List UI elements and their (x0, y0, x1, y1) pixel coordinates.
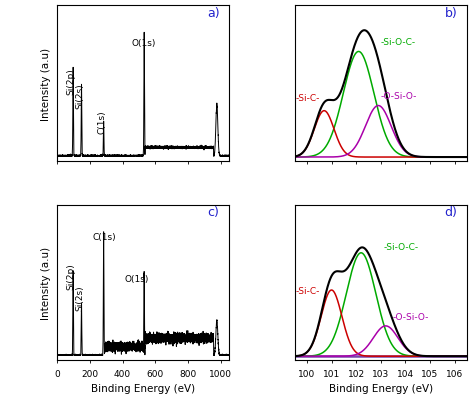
Text: -Si-C-: -Si-C- (296, 286, 320, 295)
Text: Si(2p): Si(2p) (66, 263, 75, 290)
Text: -Si-C-: -Si-C- (296, 94, 320, 103)
Text: a): a) (207, 7, 219, 20)
X-axis label: Binding Energy (eV): Binding Energy (eV) (91, 383, 195, 393)
Text: -Si-O-C-: -Si-O-C- (383, 242, 419, 251)
Text: Si(2s): Si(2s) (76, 84, 85, 109)
Y-axis label: Intensity (a.u): Intensity (a.u) (41, 47, 51, 120)
Text: O(1s): O(1s) (131, 38, 156, 47)
Text: -Si-O-C-: -Si-O-C- (381, 38, 416, 47)
Text: b): b) (445, 7, 457, 20)
Text: -O-Si-O-: -O-Si-O- (393, 312, 429, 321)
Text: c): c) (207, 206, 219, 219)
X-axis label: Binding Energy (eV): Binding Energy (eV) (328, 383, 433, 393)
Y-axis label: Intensity (a.u): Intensity (a.u) (41, 246, 51, 319)
Text: C(1s): C(1s) (93, 232, 117, 241)
Text: Si(2p): Si(2p) (66, 68, 75, 94)
Text: Si(2s): Si(2s) (76, 285, 85, 311)
Text: -O-Si-O-: -O-Si-O- (381, 92, 417, 100)
Text: d): d) (445, 206, 457, 219)
Text: C(1s): C(1s) (98, 110, 107, 134)
Text: O(1s): O(1s) (125, 275, 149, 284)
